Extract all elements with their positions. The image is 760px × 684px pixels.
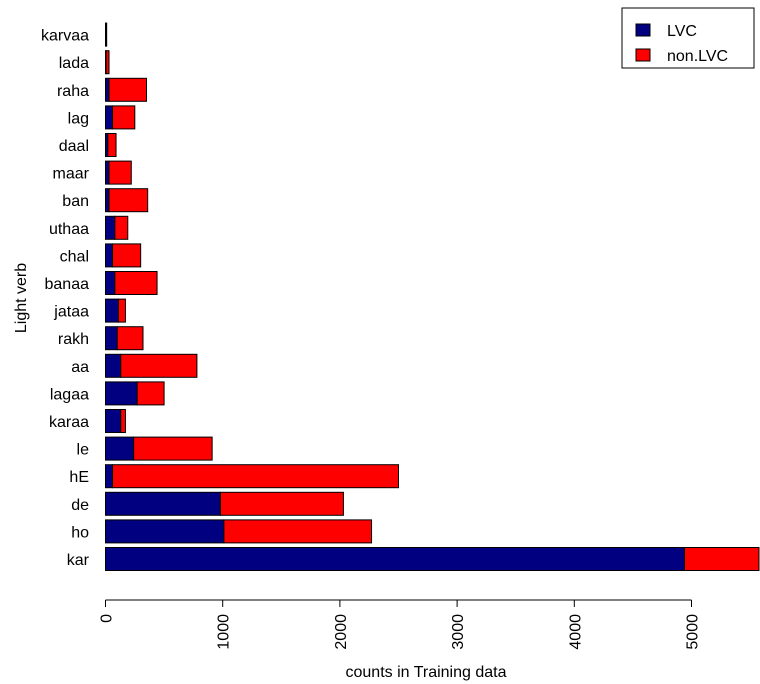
bar-lag-lvc bbox=[105, 105, 114, 130]
bar-jataa-non-lvc bbox=[117, 298, 126, 323]
bar-kar-non-lvc bbox=[683, 547, 760, 571]
bar-raha-lvc bbox=[105, 77, 110, 102]
bar-kar-lvc bbox=[105, 547, 685, 571]
x-axis: 0 1000 2000 3000 4000 5000 bbox=[99, 599, 702, 650]
category-label-lada: lada bbox=[59, 55, 89, 72]
x-tick-label-0: 0 bbox=[99, 614, 116, 623]
category-labels: kar ho de hE le karaa lagaa aa rakh jataa banaa cha… bbox=[41, 28, 90, 569]
category-label-jataa: jataa bbox=[53, 304, 89, 321]
category-label-ban: ban bbox=[62, 193, 89, 210]
category-label-chal: chal bbox=[60, 248, 89, 265]
bar-aa-non-lvc bbox=[120, 353, 198, 378]
category-label-hE: hE bbox=[69, 469, 89, 486]
category-label-karvaa: karvaa bbox=[41, 28, 89, 45]
x-axis-title: counts in Training data bbox=[346, 664, 507, 681]
bar-le-non-lvc bbox=[133, 436, 213, 461]
bar-karvaa-non-lvc bbox=[105, 22, 108, 47]
category-label-le: le bbox=[77, 442, 90, 459]
bar-raha-non-lvc bbox=[108, 77, 148, 102]
category-label-karaa: karaa bbox=[49, 414, 89, 431]
category-label-kar: kar bbox=[67, 552, 90, 569]
category-label-de: de bbox=[71, 497, 89, 514]
category-label-maar: maar bbox=[53, 166, 90, 183]
bar-lag-non-lvc bbox=[112, 105, 136, 130]
x-tick-label-2000: 2000 bbox=[333, 614, 350, 650]
bar-ho-lvc bbox=[105, 519, 225, 544]
legend-swatch-lvc bbox=[635, 23, 651, 37]
category-label-lagaa: lagaa bbox=[50, 386, 89, 403]
category-label-daal: daal bbox=[59, 138, 89, 155]
bar-de-non-lvc bbox=[219, 491, 344, 516]
category-label-banaa: banaa bbox=[45, 276, 90, 293]
bar-uthaa-non-lvc bbox=[114, 215, 129, 240]
bar-banaa-lvc bbox=[105, 271, 116, 295]
legend-label-non-lvc: non.LVC bbox=[667, 48, 728, 65]
bar-karaa-non-lvc bbox=[120, 409, 126, 433]
bar-lada-non-lvc bbox=[105, 50, 110, 75]
bar-ban-non-lvc bbox=[108, 188, 149, 213]
bar-banaa-non-lvc bbox=[114, 271, 158, 295]
bar-jataa-lvc bbox=[105, 298, 119, 323]
bar-maar-lvc bbox=[105, 160, 110, 185]
bar-hE-non-lvc bbox=[112, 464, 399, 489]
category-label-lag: lag bbox=[68, 110, 89, 127]
bar-rakh-lvc bbox=[105, 326, 118, 351]
legend: LVC non.LVC bbox=[621, 7, 755, 69]
bar-aa-lvc bbox=[105, 353, 122, 378]
bar-rakh-non-lvc bbox=[116, 326, 144, 351]
bar-chal-non-lvc bbox=[112, 243, 142, 268]
category-label-aa: aa bbox=[71, 359, 89, 376]
legend-swatch-non-lvc bbox=[635, 48, 651, 62]
bar-daal-non-lvc bbox=[107, 133, 117, 157]
bar-maar-non-lvc bbox=[108, 160, 132, 185]
category-label-raha: raha bbox=[57, 83, 89, 100]
category-label-uthaa: uthaa bbox=[49, 221, 89, 238]
x-tick-label-3000: 3000 bbox=[450, 614, 467, 650]
bar-lagaa-non-lvc bbox=[136, 381, 165, 406]
bar-de-lvc bbox=[105, 491, 221, 516]
category-label-rakh: rakh bbox=[58, 331, 89, 348]
category-label-ho: ho bbox=[71, 524, 89, 541]
bar-hE-lvc bbox=[105, 464, 114, 489]
x-tick-label-5000: 5000 bbox=[685, 614, 702, 650]
x-tick-label-1000: 1000 bbox=[216, 614, 233, 650]
bar-lagaa-lvc bbox=[105, 381, 138, 406]
bar-le-lvc bbox=[105, 436, 135, 461]
bar-ban-lvc bbox=[105, 188, 110, 213]
bars bbox=[105, 22, 760, 571]
legend-label-lvc: LVC bbox=[667, 23, 697, 40]
bar-chal-lvc bbox=[105, 243, 114, 268]
bar-uthaa-lvc bbox=[105, 215, 116, 240]
bar-karaa-lvc bbox=[105, 409, 122, 433]
x-tick-label-4000: 4000 bbox=[567, 614, 584, 650]
y-axis-title: Light verb bbox=[13, 263, 30, 333]
bar-ho-non-lvc bbox=[223, 519, 373, 544]
